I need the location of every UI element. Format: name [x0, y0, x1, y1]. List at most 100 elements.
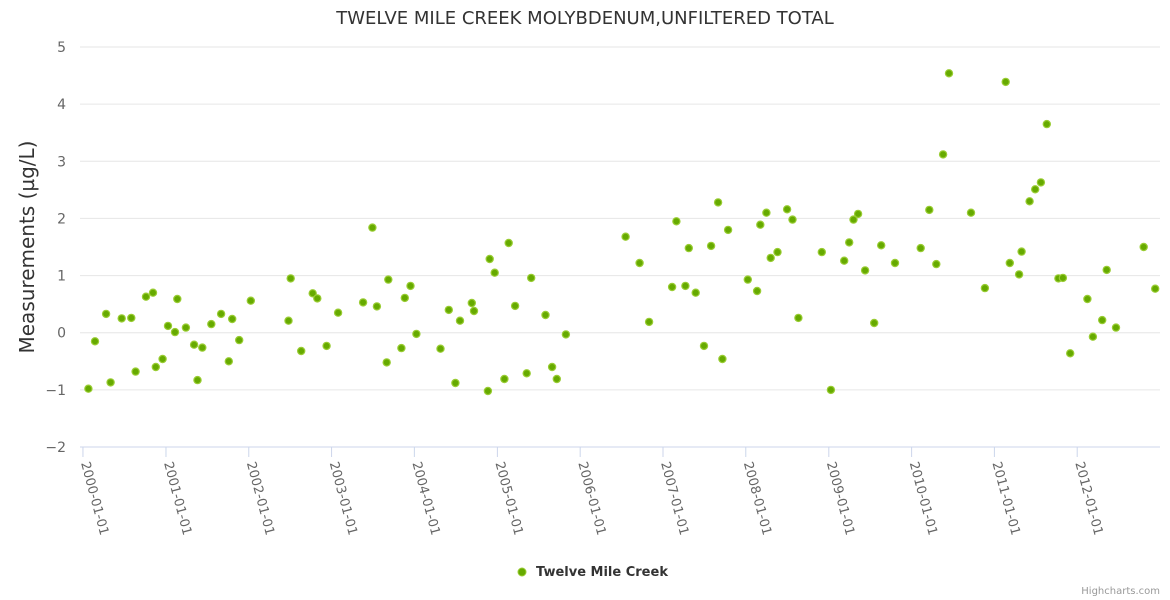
- data-point[interactable]: [713, 198, 723, 207]
- data-point[interactable]: [308, 289, 317, 298]
- data-point[interactable]: [158, 354, 167, 364]
- data-point[interactable]: [322, 341, 331, 351]
- data-point[interactable]: [151, 362, 160, 372]
- data-point[interactable]: [925, 205, 934, 215]
- data-point[interactable]: [382, 358, 391, 367]
- data-point[interactable]: [397, 343, 406, 353]
- data-point[interactable]: [817, 247, 827, 257]
- data-point[interactable]: [853, 209, 863, 219]
- data-point[interactable]: [1102, 265, 1111, 275]
- data-point[interactable]: [552, 374, 562, 384]
- data-point[interactable]: [699, 341, 709, 351]
- data-point[interactable]: [485, 254, 494, 264]
- data-point[interactable]: [469, 306, 479, 316]
- data-point[interactable]: [451, 378, 460, 388]
- data-point[interactable]: [101, 309, 111, 319]
- data-point[interactable]: [84, 384, 93, 393]
- data-point[interactable]: [400, 293, 409, 303]
- data-point[interactable]: [358, 298, 368, 307]
- data-point[interactable]: [1111, 323, 1121, 332]
- data-point[interactable]: [504, 238, 513, 248]
- legend-marker-icon[interactable]: [517, 567, 527, 577]
- data-point[interactable]: [141, 292, 151, 301]
- data-point[interactable]: [368, 223, 377, 232]
- credits-link[interactable]: Highcharts.com: [1081, 586, 1160, 597]
- data-point[interactable]: [313, 294, 322, 303]
- data-point[interactable]: [1065, 349, 1075, 358]
- data-point[interactable]: [193, 375, 202, 385]
- data-point[interactable]: [1017, 247, 1026, 256]
- data-point[interactable]: [752, 286, 762, 296]
- data-point[interactable]: [106, 378, 115, 387]
- data-point[interactable]: [870, 318, 879, 328]
- data-point[interactable]: [406, 281, 415, 291]
- data-point[interactable]: [667, 282, 677, 292]
- data-point[interactable]: [1001, 77, 1010, 87]
- data-point[interactable]: [1139, 242, 1148, 252]
- data-point[interactable]: [333, 308, 343, 317]
- data-point[interactable]: [436, 344, 445, 353]
- data-point[interactable]: [845, 238, 854, 247]
- data-point[interactable]: [890, 258, 900, 268]
- data-point[interactable]: [944, 69, 954, 78]
- data-point[interactable]: [1097, 315, 1107, 325]
- data-point[interactable]: [1088, 332, 1098, 341]
- data-point[interactable]: [117, 314, 126, 323]
- data-point[interactable]: [1150, 284, 1160, 293]
- data-point[interactable]: [527, 273, 536, 283]
- legend[interactable]: Twelve Mile Creek: [517, 565, 668, 580]
- data-point[interactable]: [932, 259, 941, 269]
- data-point[interactable]: [510, 301, 520, 311]
- data-point[interactable]: [794, 313, 803, 323]
- data-point[interactable]: [284, 316, 293, 325]
- data-point[interactable]: [490, 268, 499, 277]
- data-point[interactable]: [766, 253, 775, 263]
- data-point[interactable]: [840, 256, 849, 265]
- data-point[interactable]: [412, 329, 421, 339]
- data-point[interactable]: [500, 374, 509, 384]
- data-point[interactable]: [90, 337, 100, 346]
- data-point[interactable]: [170, 327, 180, 337]
- data-point[interactable]: [723, 225, 733, 235]
- data-point[interactable]: [1058, 273, 1068, 283]
- data-point[interactable]: [131, 367, 140, 376]
- data-point[interactable]: [216, 309, 226, 319]
- data-point[interactable]: [1030, 185, 1040, 194]
- data-point[interactable]: [672, 217, 681, 226]
- data-point[interactable]: [297, 346, 306, 356]
- data-point[interactable]: [148, 288, 158, 297]
- data-point[interactable]: [189, 340, 199, 349]
- data-point[interactable]: [743, 275, 753, 284]
- data-point[interactable]: [173, 294, 182, 304]
- data-point[interactable]: [644, 317, 654, 327]
- data-point[interactable]: [234, 335, 244, 345]
- data-point[interactable]: [782, 205, 792, 214]
- data-point[interactable]: [372, 302, 382, 311]
- data-point[interactable]: [938, 150, 948, 159]
- data-point[interactable]: [1036, 178, 1046, 187]
- data-point[interactable]: [483, 386, 493, 396]
- data-point[interactable]: [181, 323, 191, 332]
- data-point[interactable]: [849, 215, 858, 224]
- data-point[interactable]: [621, 232, 630, 241]
- data-point[interactable]: [384, 275, 393, 284]
- data-point[interactable]: [681, 281, 690, 291]
- data-point[interactable]: [224, 357, 233, 366]
- data-point[interactable]: [561, 330, 571, 339]
- data-point[interactable]: [1025, 197, 1034, 206]
- data-point[interactable]: [198, 343, 207, 352]
- data-point[interactable]: [718, 354, 727, 364]
- data-point[interactable]: [980, 283, 990, 293]
- data-point[interactable]: [788, 215, 797, 224]
- data-point[interactable]: [762, 208, 771, 217]
- data-point[interactable]: [1083, 294, 1092, 304]
- data-point[interactable]: [860, 266, 870, 275]
- data-point[interactable]: [635, 258, 644, 268]
- data-point[interactable]: [706, 241, 716, 251]
- legend-item-twelve-mile-creek[interactable]: Twelve Mile Creek: [536, 565, 668, 580]
- data-point[interactable]: [877, 241, 886, 250]
- data-point[interactable]: [286, 274, 295, 283]
- data-point[interactable]: [756, 220, 765, 229]
- data-point[interactable]: [541, 310, 550, 320]
- data-point[interactable]: [1005, 258, 1015, 268]
